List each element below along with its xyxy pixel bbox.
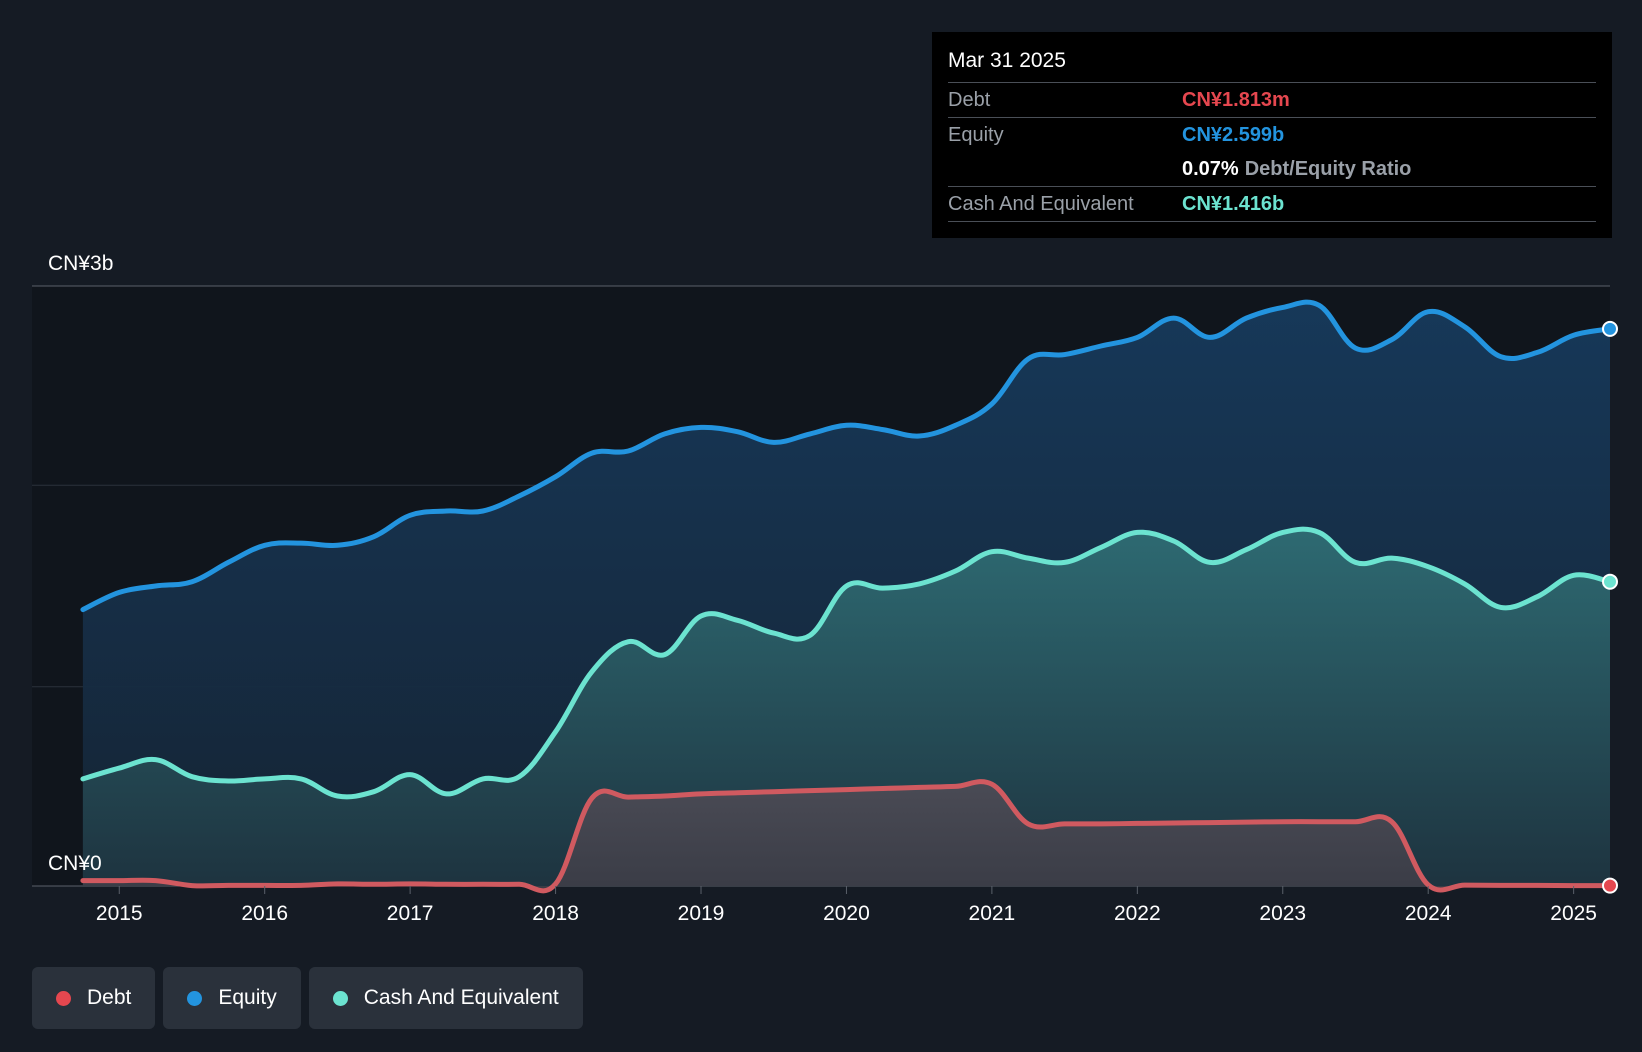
legend-equity-label: Equity <box>218 986 277 1009</box>
equity-dot-icon <box>187 990 203 1006</box>
end-markers <box>1602 320 1618 894</box>
x-axis-ticks: 2015 2016 2017 2018 2019 2020 2021 2022 2023 2024… <box>96 886 1597 925</box>
equity-end-marker[interactable] <box>1602 320 1618 337</box>
tooltip-debt-row: Debt CN¥1.813m <box>948 83 1596 118</box>
cash-end-marker[interactable] <box>1602 573 1618 590</box>
series-areas <box>82 302 1610 891</box>
tooltip-ratio-label: Debt/Equity Ratio <box>1244 158 1412 180</box>
x-tick-label-2023: 2023 <box>1259 902 1306 925</box>
tooltip-cash-value: CN¥1.416b <box>1182 193 1285 215</box>
legend-item-equity[interactable]: Equity <box>163 967 301 1029</box>
tooltip-equity-label: Equity <box>948 124 1004 146</box>
tooltip-debt-value: CN¥1.813m <box>1182 89 1290 111</box>
legend-item-debt[interactable]: Debt <box>32 967 156 1029</box>
tooltip-panel: Mar 31 2025 Debt CN¥1.813m Equity CN¥2.5… <box>932 32 1612 238</box>
tooltip-cash-row: Cash And Equivalent CN¥1.416b <box>948 187 1596 222</box>
equity-line <box>80 299 1613 613</box>
tooltip-cash-label: Cash And Equivalent <box>948 193 1134 215</box>
x-tick-label-2020: 2020 <box>823 902 870 925</box>
cash-area <box>82 529 1610 886</box>
x-tick-label-2015: 2015 <box>96 902 143 925</box>
tooltip-equity-value: CN¥2.599b <box>1182 124 1285 146</box>
debt-dot-icon <box>56 990 71 1006</box>
x-tick-label-2017: 2017 <box>387 902 434 925</box>
series-lines <box>80 299 1613 894</box>
x-tick-label-2021: 2021 <box>969 902 1016 925</box>
chart-legend: Debt Equity Cash And Equivalent <box>32 967 583 1029</box>
debt-area <box>82 781 1610 891</box>
tooltip-ratio-spacer <box>948 152 1182 186</box>
tooltip-ratio-value: 0.07% <box>1182 158 1239 180</box>
x-tick-label-2022: 2022 <box>1114 902 1161 925</box>
legend-debt-label: Debt <box>87 986 132 1009</box>
cash-line <box>80 526 1613 800</box>
y-axis-top-label: CN¥3b <box>48 252 113 275</box>
x-tick-label-2025: 2025 <box>1550 902 1597 925</box>
tooltip-equity-row: Equity CN¥2.599b <box>948 118 1596 152</box>
x-tick-label-2019: 2019 <box>678 902 725 925</box>
x-tick-label-2016: 2016 <box>241 902 288 925</box>
debt-end-marker[interactable] <box>1602 877 1618 894</box>
tooltip-ratio-row: 0.07% Debt/Equity Ratio <box>948 152 1596 187</box>
legend-item-cash[interactable]: Cash And Equivalent <box>308 967 583 1029</box>
legend-cash-label: Cash And Equivalent <box>363 986 559 1009</box>
debt-line <box>80 779 1613 894</box>
x-tick-label-2018: 2018 <box>532 902 579 925</box>
x-tick-label-2024: 2024 <box>1405 902 1452 925</box>
tooltip-date: Mar 31 2025 <box>948 46 1596 83</box>
y-axis-bottom-label: CN¥0 <box>48 852 102 875</box>
tooltip-debt-label: Debt <box>948 89 991 111</box>
cash-dot-icon <box>332 990 348 1006</box>
